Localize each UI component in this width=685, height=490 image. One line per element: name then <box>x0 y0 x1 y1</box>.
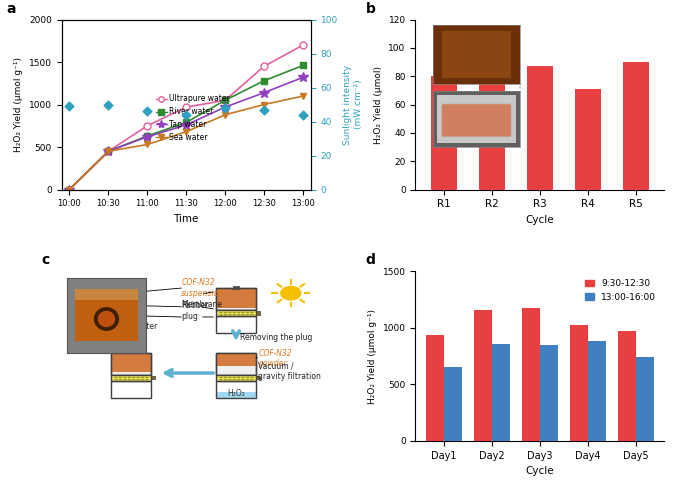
Bar <box>256 376 260 379</box>
Bar <box>112 381 151 398</box>
Point <box>297 111 308 119</box>
Text: Vacuum /
gravity filtration: Vacuum / gravity filtration <box>258 362 321 381</box>
Line: Sea water: Sea water <box>66 93 306 193</box>
Ultrapure water <box>104 148 112 154</box>
Text: Removing the plug: Removing the plug <box>240 333 312 342</box>
River water <box>104 148 112 154</box>
Tap water <box>299 74 307 80</box>
Tap water <box>182 122 190 128</box>
River water <box>65 187 73 193</box>
Point <box>64 102 75 110</box>
Tap water <box>260 90 268 96</box>
Bar <box>112 353 151 372</box>
Bar <box>479 72 505 190</box>
Legend: 9:30-12:30, 13:00-16:00: 9:30-12:30, 13:00-16:00 <box>582 275 660 305</box>
Bar <box>540 345 558 441</box>
Tap water <box>104 148 112 154</box>
Y-axis label: Sunlight intensity
(mW cm⁻²): Sunlight intensity (mW cm⁻²) <box>343 65 362 145</box>
Bar <box>112 375 151 381</box>
River water <box>260 78 268 84</box>
Bar <box>112 353 151 375</box>
Text: COF-N32
suspension: COF-N32 suspension <box>182 278 224 298</box>
Point <box>220 104 231 112</box>
Legend: Ultrapure water, River water, Tap water, Sea water: Ultrapure water, River water, Tap water,… <box>153 91 234 145</box>
Bar <box>216 353 256 375</box>
Point <box>103 100 114 108</box>
Bar <box>216 310 256 316</box>
Tap water <box>143 134 151 140</box>
Line: Tap water: Tap water <box>64 73 308 195</box>
Sea water <box>182 129 190 135</box>
Text: COF-N32
powder: COF-N32 powder <box>258 349 292 368</box>
X-axis label: Cycle: Cycle <box>525 466 554 476</box>
Sea water <box>221 112 229 118</box>
River water <box>182 120 190 125</box>
Text: b: b <box>366 2 375 16</box>
Sea water <box>143 142 151 147</box>
Ultrapure water <box>221 98 229 103</box>
Bar <box>151 376 155 379</box>
River water <box>143 133 151 139</box>
Tap water <box>65 187 73 193</box>
Bar <box>256 312 260 315</box>
Point <box>181 111 192 119</box>
Sea water <box>65 187 73 193</box>
Y-axis label: H₂O₂ Yield (μmol g⁻¹): H₂O₂ Yield (μmol g⁻¹) <box>368 309 377 404</box>
Bar <box>216 316 256 333</box>
Ultrapure water <box>65 187 73 193</box>
Bar <box>527 66 553 190</box>
Bar <box>474 310 492 441</box>
Bar <box>431 76 458 190</box>
Bar <box>570 325 588 441</box>
Y-axis label: H₂O₂ Yield (μmol g⁻¹): H₂O₂ Yield (μmol g⁻¹) <box>14 57 23 152</box>
Ultrapure water <box>143 123 151 129</box>
Ultrapure water <box>299 42 307 48</box>
River water <box>299 63 307 69</box>
Point <box>142 107 153 115</box>
Bar <box>216 288 256 308</box>
Sea water <box>104 148 112 154</box>
River water <box>221 98 229 103</box>
Bar <box>233 286 239 290</box>
Sea water <box>260 101 268 107</box>
Bar <box>444 368 462 441</box>
Y-axis label: H₂O₂ Yield (μmol): H₂O₂ Yield (μmol) <box>374 66 383 144</box>
Line: Ultrapure water: Ultrapure water <box>66 42 306 193</box>
Bar <box>216 353 256 375</box>
Text: Rubber
plug: Rubber plug <box>182 301 209 320</box>
Sea water <box>299 93 307 99</box>
Point <box>258 106 269 114</box>
Bar <box>426 335 444 441</box>
X-axis label: Cycle: Cycle <box>525 215 554 225</box>
Text: Adding water: Adding water <box>105 322 157 331</box>
Bar <box>216 288 256 310</box>
Text: Membrane: Membrane <box>182 300 222 309</box>
Bar <box>492 344 510 441</box>
Bar <box>636 357 654 441</box>
Bar <box>112 353 151 375</box>
Ultrapure water <box>260 63 268 69</box>
Bar <box>216 288 256 310</box>
Bar <box>216 392 256 398</box>
Bar <box>216 375 256 381</box>
X-axis label: Time: Time <box>173 214 199 224</box>
Circle shape <box>281 286 301 300</box>
Text: d: d <box>366 253 375 267</box>
Bar <box>216 381 256 398</box>
Text: c: c <box>42 253 50 267</box>
Bar <box>623 62 649 190</box>
Bar <box>522 309 540 441</box>
Line: River water: River water <box>66 62 306 193</box>
Bar <box>617 331 636 441</box>
Tap water <box>221 104 229 110</box>
Text: H₂O₂: H₂O₂ <box>227 389 245 398</box>
Bar <box>216 353 256 366</box>
Ultrapure water <box>182 104 190 110</box>
Bar <box>575 89 601 190</box>
Text: a: a <box>7 2 16 16</box>
Bar <box>588 342 606 441</box>
